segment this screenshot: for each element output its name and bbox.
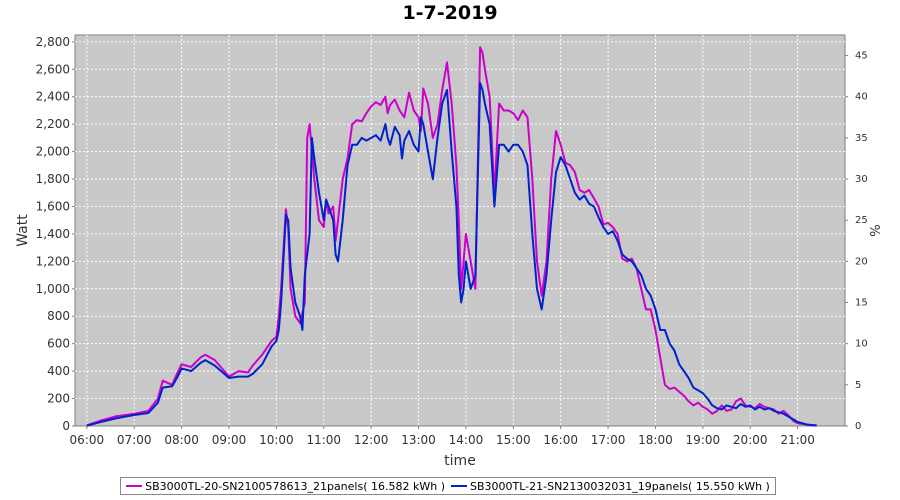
- x-tick-label: 21:00: [780, 433, 815, 447]
- y-tick-label: 2,400: [36, 90, 70, 104]
- legend-swatch-series-2: [451, 485, 467, 487]
- x-tick-label: 20:00: [733, 433, 768, 447]
- x-axis-label: time: [444, 453, 476, 469]
- y-tick-label: 2,800: [36, 35, 70, 49]
- x-tick-label: 16:00: [543, 433, 578, 447]
- y-tick-label: 800: [47, 309, 70, 323]
- y-tick-label: 1,000: [36, 282, 70, 296]
- legend-item-series-2: SB3000TL-21-SN2130032031_19panels( 15.55…: [451, 480, 770, 493]
- y2-tick-label: 5: [855, 380, 861, 391]
- y-tick-label: 200: [47, 392, 70, 406]
- x-tick-label: 18:00: [638, 433, 673, 447]
- y-tick-label: 1,200: [36, 254, 70, 268]
- y2-tick-label: 25: [855, 215, 868, 226]
- y-tick-label: 1,600: [36, 199, 70, 213]
- x-tick-label: 19:00: [686, 433, 721, 447]
- x-tick-label: 10:00: [259, 433, 294, 447]
- legend-label-series-1: SB3000TL-20-SN2100578613_21panels( 16.58…: [145, 479, 445, 493]
- legend-label-series-2: SB3000TL-21-SN2130032031_19panels( 15.55…: [470, 479, 770, 493]
- y-tick-label: 400: [47, 364, 70, 378]
- y-tick-label: 600: [47, 337, 70, 351]
- x-tick-label: 09:00: [212, 433, 247, 447]
- y2-tick-label: 0: [855, 421, 861, 432]
- y2-tick-label: 40: [855, 92, 868, 103]
- y-tick-label: 1,800: [36, 172, 70, 186]
- chart-title: 1-7-2019: [402, 2, 498, 24]
- x-tick-label: 13:00: [401, 433, 436, 447]
- x-tick-label: 11:00: [306, 433, 341, 447]
- x-tick-label: 12:00: [354, 433, 389, 447]
- y2-tick-label: 35: [855, 133, 868, 144]
- y2-tick-label: 45: [855, 51, 868, 62]
- y2-tick-label: 10: [855, 339, 868, 350]
- y2-tick-label: 20: [855, 256, 868, 267]
- x-tick-label: 14:00: [449, 433, 484, 447]
- x-tick-label: 15:00: [496, 433, 531, 447]
- y-tick-label: 0: [62, 419, 70, 433]
- x-tick-label: 07:00: [117, 433, 152, 447]
- legend-item-series-1: SB3000TL-20-SN2100578613_21panels( 16.58…: [126, 480, 445, 493]
- x-tick-label: 17:00: [591, 433, 626, 447]
- x-tick-label: 08:00: [164, 433, 199, 447]
- legend-swatch-series-1: [126, 485, 143, 487]
- y-tick-label: 2,600: [36, 62, 70, 76]
- y-tick-label: 2,000: [36, 145, 70, 159]
- y-tick-label: 2,200: [36, 117, 70, 131]
- legend: SB3000TL-20-SN2100578613_21panels( 16.58…: [120, 477, 776, 495]
- y2-tick-label: 15: [855, 298, 868, 309]
- y2-axis-label: %: [869, 224, 884, 236]
- y-tick-label: 1,400: [36, 227, 70, 241]
- y-axis-label: Watt: [15, 214, 31, 247]
- x-tick-label: 06:00: [70, 433, 105, 447]
- y2-tick-label: 30: [855, 174, 868, 185]
- series-2-line: [86, 82, 817, 427]
